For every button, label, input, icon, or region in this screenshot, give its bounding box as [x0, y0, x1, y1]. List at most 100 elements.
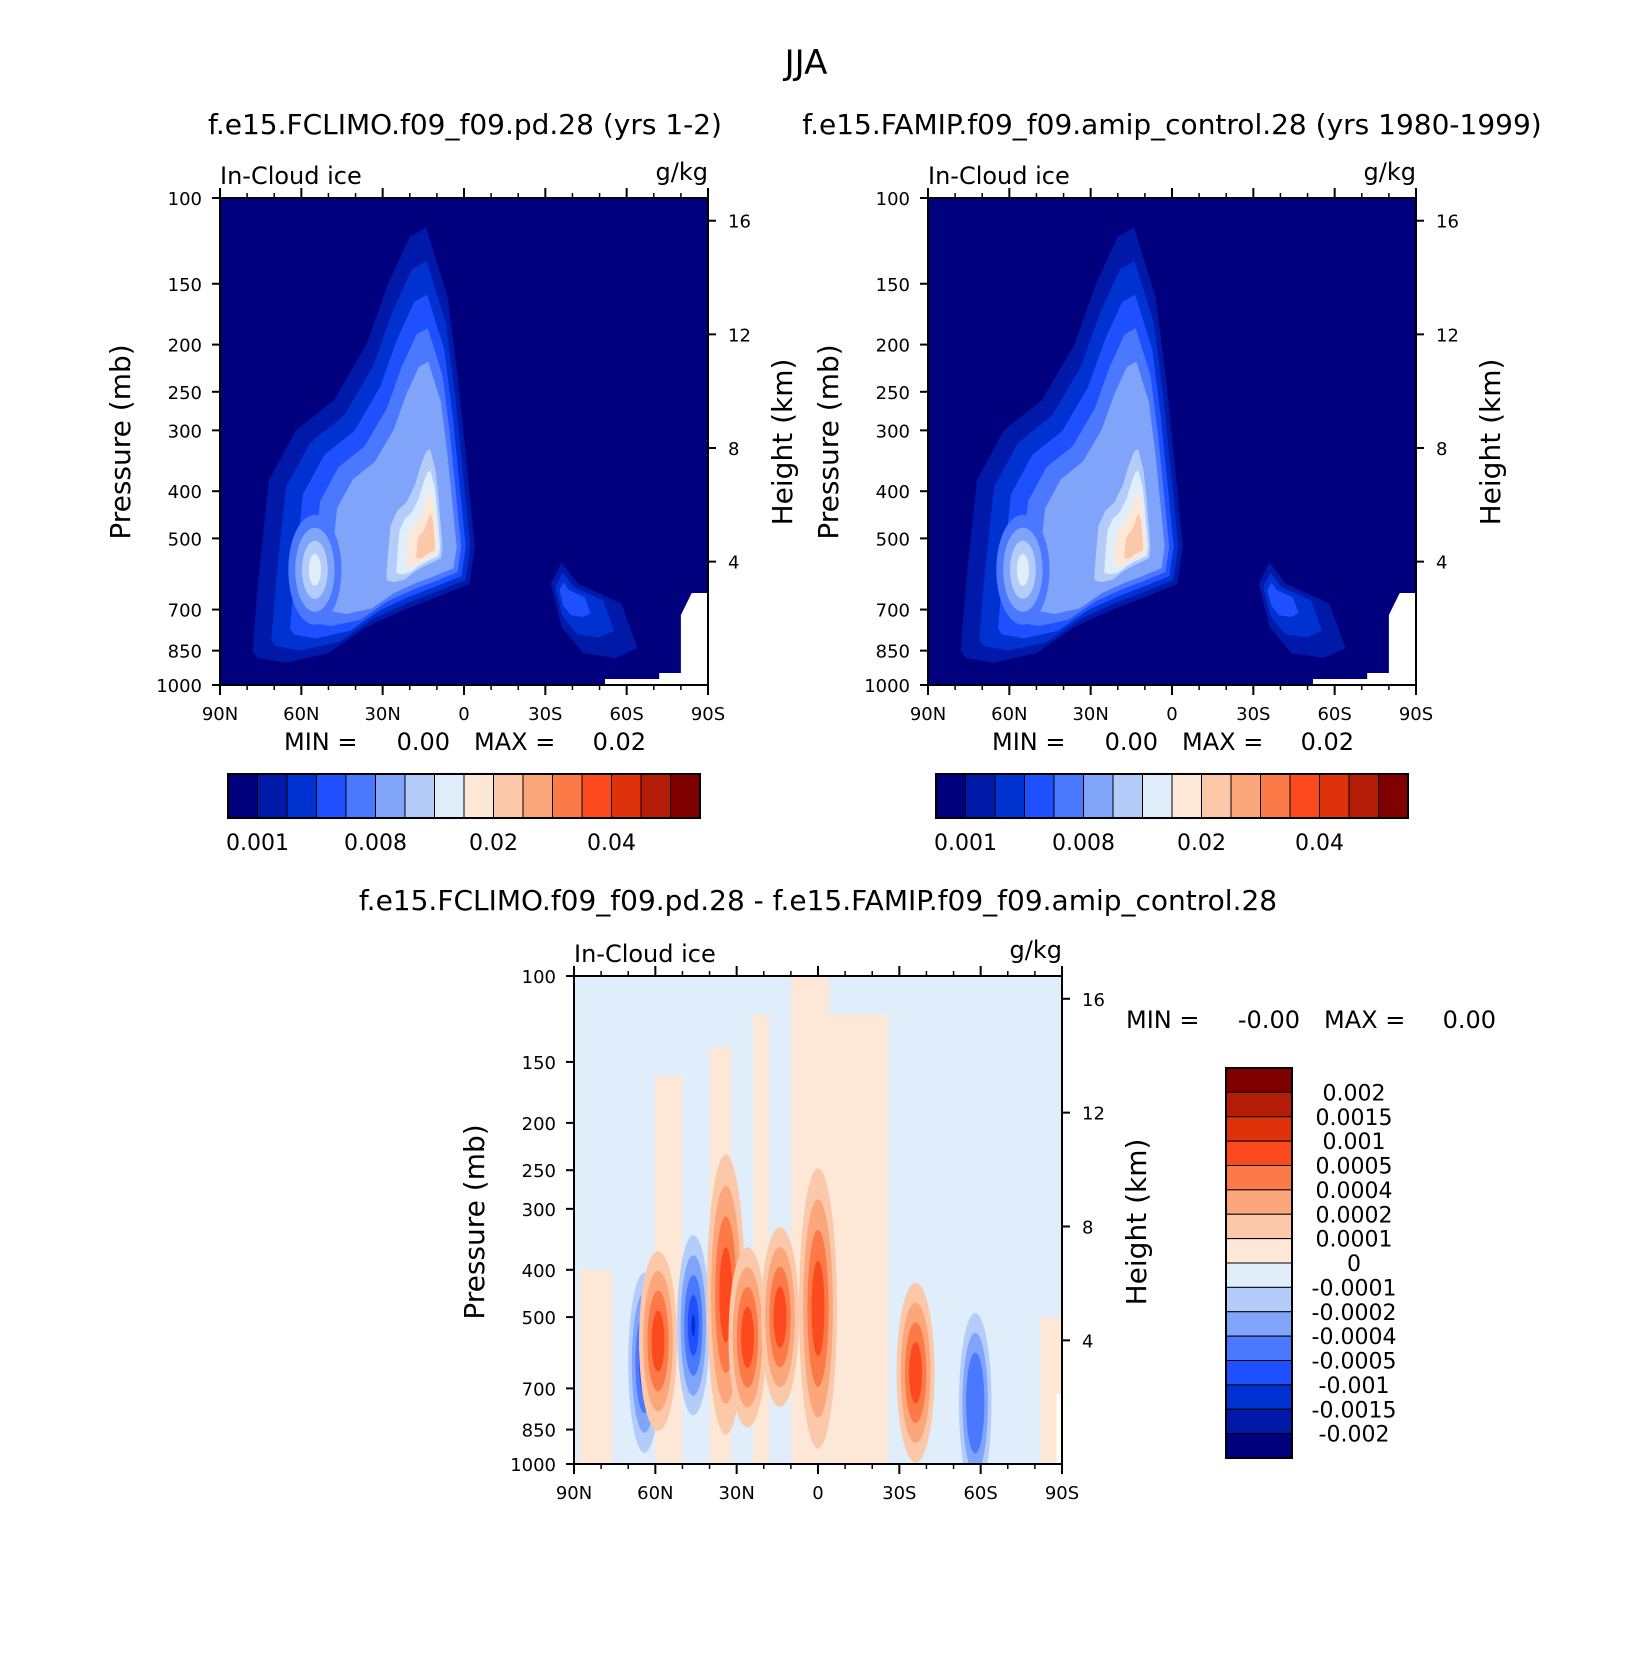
colorbar-label: -0.0002: [1312, 1301, 1397, 1326]
colorbar-box: [522, 773, 553, 819]
y-tick-label: 400: [168, 482, 202, 503]
colorbar-label: 0.0015: [1316, 1106, 1393, 1131]
colorbar-box: [670, 773, 701, 819]
contour-level: [1124, 513, 1144, 559]
field-case1: [220, 198, 708, 685]
min-value-case1: 0.00: [397, 728, 450, 756]
colorbar-box: [994, 773, 1025, 819]
x-tick-label: 90N: [910, 704, 946, 725]
case1-title: f.e15.FCLIMO.f09_f09.pd.28 (yrs 1-2): [208, 108, 722, 141]
y-tick-label: 200: [876, 336, 910, 357]
colorbar-box: [257, 773, 288, 819]
x-tick-label: 90S: [1045, 1483, 1079, 1504]
positive-anomaly: [651, 1310, 665, 1372]
ylabel-case1: Pressure (mb): [104, 344, 137, 539]
max-label-diff: MAX =: [1324, 1006, 1405, 1034]
colorbar-box: [1289, 773, 1320, 819]
colorbar-label: 0.0001: [1316, 1228, 1393, 1253]
x-tick-label: 90N: [556, 1483, 592, 1504]
colorbar-label: -0.0005: [1312, 1350, 1397, 1375]
colorbar-box: [463, 773, 494, 819]
height-tick-label: 12: [1082, 1104, 1105, 1125]
y-tick-label: 150: [876, 275, 910, 296]
y-tick-label: 150: [522, 1053, 556, 1074]
colorbar-label: -0.0001: [1312, 1276, 1397, 1301]
units-label-case1: g/kg: [656, 158, 708, 186]
y-tick-label: 250: [168, 383, 202, 404]
x-tick-label: 30N: [1072, 704, 1108, 725]
colorbar-box: [1225, 1262, 1293, 1288]
y-tick-label: 400: [876, 482, 910, 503]
min-label-case2: MIN =: [992, 728, 1065, 756]
x-tick-label: 90S: [1399, 704, 1433, 725]
axes-case1: 100 150 200 250 300 400 500 700 850 1000 16 12 8 4 90N…: [156, 188, 751, 725]
figure-title: JJA: [783, 43, 828, 83]
x-tick-label: 30S: [1236, 704, 1270, 725]
x-tick-label: 60N: [991, 704, 1027, 725]
y-tick-label: 100: [168, 189, 202, 210]
y-tick-label: 850: [522, 1421, 556, 1442]
units-label-diff: g/kg: [1010, 936, 1062, 964]
y-tick-label: 850: [168, 642, 202, 663]
min-label-case1: MIN =: [284, 728, 357, 756]
ylabel-right-case2: Height (km): [1474, 359, 1507, 526]
max-value-case2: 0.02: [1301, 728, 1354, 756]
colorbar-box: [1225, 1433, 1293, 1459]
colorbar-label: 0.0002: [1316, 1203, 1393, 1228]
height-tick-label: 16: [728, 212, 751, 233]
colorbar-diff: 0.0020.00150.0010.00050.00040.00020.0001…: [1225, 1067, 1397, 1459]
contour-blob: [308, 553, 321, 586]
negative-anomaly: [966, 1352, 985, 1454]
y-tick-label: 250: [876, 383, 910, 404]
colorbar-box: [1225, 1116, 1293, 1142]
colorbar-frame: [935, 773, 1409, 819]
positive-anomaly: [811, 1260, 825, 1357]
max-label-case1: MAX =: [474, 728, 555, 756]
x-tick-label: 0: [458, 704, 469, 725]
colorbar-label: 0.008: [344, 831, 407, 856]
x-tick-label: 90S: [691, 704, 725, 725]
height-tick-label: 12: [728, 325, 751, 346]
colorbar-label: 0.04: [587, 831, 636, 856]
colorbar-box: [1171, 773, 1202, 819]
x-tick-label: 90N: [202, 704, 238, 725]
case2-title: f.e15.FAMIP.f09_f09.amip_control.28 (yrs…: [802, 108, 1541, 141]
colorbar-box: [1225, 1384, 1293, 1410]
x-tick-label: 60S: [1317, 704, 1351, 725]
colorbar-label: 0.001: [1323, 1130, 1386, 1155]
positive-anomaly: [741, 1306, 754, 1368]
positive-region: [828, 1014, 889, 1464]
y-tick-label: 100: [522, 967, 556, 988]
x-tick-label: 60N: [637, 1483, 673, 1504]
field-label-diff: In-Cloud ice: [574, 940, 716, 968]
panel-case1: 100 150 200 250 300 400 500 700 850 1000 16 12 8 4 90N…: [104, 158, 799, 856]
height-tick-label: 16: [1082, 990, 1105, 1011]
contour-blob: [1016, 553, 1029, 586]
terrain-mask: [1056, 1394, 1062, 1464]
ylabel-diff: Pressure (mb): [458, 1124, 491, 1319]
y-tick-label: 850: [876, 642, 910, 663]
plot-area-case2: [928, 198, 1416, 685]
colorbar-box: [1225, 1360, 1293, 1386]
min-label-diff: MIN =: [1126, 1006, 1199, 1034]
colorbar-box: [345, 773, 376, 819]
colorbar-box: [1201, 773, 1232, 819]
axes-case2: 100 150 200 250 300 400 500 700 850 1000 16 12 8 4 90N…: [864, 188, 1459, 725]
y-tick-label: 500: [522, 1308, 556, 1329]
field-label-case1: In-Cloud ice: [220, 162, 362, 190]
positive-anomaly: [773, 1286, 787, 1348]
colorbar-label: 0.0005: [1316, 1155, 1393, 1180]
height-tick-label: 8: [1082, 1218, 1093, 1239]
colorbar-label: 0.0004: [1316, 1179, 1393, 1204]
colorbar-box: [581, 773, 612, 819]
units-label-case2: g/kg: [1364, 158, 1416, 186]
colorbar-box: [611, 773, 642, 819]
colorbar-box: [1378, 773, 1409, 819]
y-tick-label: 300: [522, 1200, 556, 1221]
colorbar-label: -0.0015: [1312, 1398, 1397, 1423]
x-tick-label: 30S: [882, 1483, 916, 1504]
colorbar-box: [1230, 773, 1261, 819]
colorbar-label: 0.02: [469, 831, 518, 856]
colorbar-box: [1024, 773, 1055, 819]
colorbar-label: 0.001: [226, 831, 289, 856]
